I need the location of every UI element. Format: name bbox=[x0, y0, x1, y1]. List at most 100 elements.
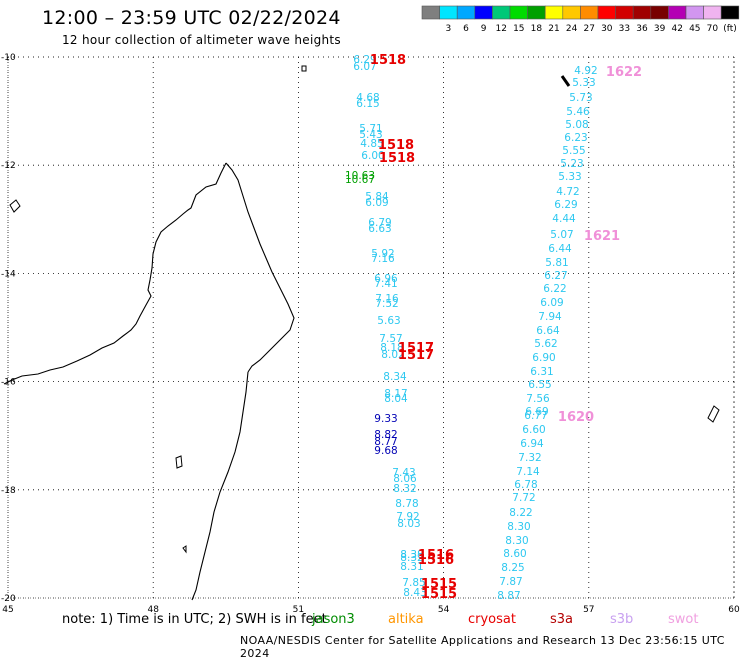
colorbar-tick-label: 45 bbox=[689, 24, 700, 34]
wave-height-value: 5.33 bbox=[558, 171, 581, 183]
pass-time-label: 1518 bbox=[378, 138, 414, 153]
wave-height-value: 6.63 bbox=[368, 223, 391, 235]
wave-height-value: 8.43 bbox=[403, 587, 426, 599]
island-outline bbox=[707, 405, 720, 423]
island-outline bbox=[9, 199, 21, 213]
page-title: 12:00 – 23:59 UTC 02/22/2024 bbox=[42, 7, 341, 29]
satellite-legend-jason3: jason3 bbox=[312, 612, 355, 627]
wave-height-value: 6.60 bbox=[522, 424, 545, 436]
wave-height-value: 6.44 bbox=[548, 243, 572, 255]
wave-height-value: 8.06 bbox=[393, 473, 417, 485]
lon-tick-label: 57 bbox=[583, 605, 594, 615]
lat-tick-label: -16 bbox=[1, 378, 16, 388]
wave-height-value: 7.56 bbox=[526, 393, 550, 405]
wave-height-value: 4.92 bbox=[574, 65, 597, 77]
wave-height-value: 8.32 bbox=[393, 483, 416, 495]
satellite-legend-s3b: s3b bbox=[610, 612, 634, 627]
wave-height-value: 6.55 bbox=[528, 379, 551, 391]
wave-height-value: 6.69 bbox=[525, 406, 548, 418]
wave-height-value: 6.09 bbox=[365, 197, 388, 209]
wave-height-value: 5.81 bbox=[545, 257, 568, 269]
wave-height-value: 6.00 bbox=[361, 150, 384, 162]
wave-height-value: 7.43 bbox=[392, 467, 415, 479]
wave-height-value: 8.30 bbox=[507, 521, 530, 533]
wave-height-value: 6.09 bbox=[540, 297, 563, 309]
wave-height-value: 8.32 bbox=[400, 552, 423, 564]
colorbar-tick-label: 70 bbox=[707, 24, 719, 34]
footer-note: note: 1) Time is in UTC; 2) SWH is in fe… bbox=[62, 612, 327, 627]
wave-height-value: 8.82 bbox=[374, 429, 397, 441]
wave-height-value: 5.33 bbox=[572, 77, 595, 89]
wave-height-value: 6.77 bbox=[524, 410, 547, 422]
lon-tick-label: 51 bbox=[293, 605, 304, 615]
page-subtitle: 12 hour collection of altimeter wave hei… bbox=[62, 33, 341, 47]
wave-height-value: 4.44 bbox=[552, 213, 576, 225]
lon-tick-label: 45 bbox=[2, 605, 13, 615]
lat-tick-label: -18 bbox=[1, 486, 16, 496]
wave-height-value: 6.90 bbox=[532, 352, 555, 364]
wave-height-value: 7.57 bbox=[379, 333, 402, 345]
wave-height-value: 6.27 bbox=[544, 270, 567, 282]
wave-height-value: 10.63 bbox=[345, 170, 375, 182]
wave-height-value: 8.78 bbox=[395, 498, 418, 510]
wave-height-value: 5.07 bbox=[550, 229, 573, 241]
colorbar-tick-label: 27 bbox=[583, 24, 594, 34]
colorbar-tick-label: 12 bbox=[495, 24, 506, 34]
wave-height-value: 7.92 bbox=[396, 511, 419, 523]
wave-height-value: 6.78 bbox=[514, 479, 537, 491]
colorbar-tick-label: 24 bbox=[566, 24, 578, 34]
satellite-legend-swot: swot bbox=[668, 612, 699, 627]
pass-time-label: 1517 bbox=[398, 341, 434, 356]
wave-height-value: 8.22 bbox=[509, 507, 532, 519]
lat-tick-label: -12 bbox=[1, 161, 16, 171]
colorbar-tick-label: 30 bbox=[601, 24, 613, 34]
wave-height-value: 5.62 bbox=[534, 338, 557, 350]
pass-time-label: 1516 bbox=[418, 553, 454, 568]
colorbar-tick-label: 15 bbox=[513, 24, 524, 34]
colorbar-unit: (ft) bbox=[723, 24, 737, 34]
pass-time-label: 1620 bbox=[558, 410, 594, 425]
pass-time-label: 1518 bbox=[379, 151, 415, 166]
colorbar-tick-label: 36 bbox=[636, 24, 648, 34]
wave-height-value: 6.23 bbox=[564, 132, 587, 144]
pass-time-label: 1622 bbox=[606, 65, 642, 80]
colorbar-tick-label: 21 bbox=[548, 24, 559, 34]
pass-time-label: 1621 bbox=[584, 229, 620, 244]
wave-height-value: 7.32 bbox=[518, 452, 541, 464]
wave-height-value: 6.94 bbox=[520, 438, 544, 450]
map-frame bbox=[7, 56, 735, 599]
wave-height-value: 7.85 bbox=[402, 577, 425, 589]
wave-height-value: 7.14 bbox=[516, 466, 540, 478]
colorbar-tick-label: 6 bbox=[463, 24, 469, 34]
island-outline bbox=[301, 65, 307, 72]
wave-height-value: 9.68 bbox=[374, 445, 397, 457]
wave-height-value: 8.38 bbox=[400, 549, 423, 561]
wave-height-value: 8.03 bbox=[397, 518, 420, 530]
wave-height-value: 6.22 bbox=[543, 283, 566, 295]
island-outline bbox=[175, 455, 183, 469]
wave-height-value: 4.85 bbox=[360, 138, 383, 150]
satellite-legend-altika: altika bbox=[388, 612, 424, 627]
wave-height-value: 5.63 bbox=[377, 315, 400, 327]
lat-tick-label: -10 bbox=[1, 53, 16, 63]
wave-height-value: 5.73 bbox=[569, 92, 592, 104]
wave-height-value: 5.23 bbox=[560, 158, 583, 170]
wave-height-value: 5.43 bbox=[359, 129, 382, 141]
wave-height-value: 4.68 bbox=[356, 92, 379, 104]
colorbar-tick-label: 18 bbox=[531, 24, 543, 34]
wave-height-value: 6.64 bbox=[536, 325, 560, 337]
pass-time-label: 1516 bbox=[418, 548, 454, 563]
wave-height-value: 7.41 bbox=[374, 278, 397, 290]
satellite-legend-cryosat: cryosat bbox=[468, 612, 516, 627]
colorbar-tick-label: 33 bbox=[619, 24, 630, 34]
pass-time-label: 1517 bbox=[398, 348, 434, 363]
wave-height-value: 6.96 bbox=[374, 273, 398, 285]
madagascar-coastline bbox=[3, 162, 295, 601]
wave-height-value: 8.18 bbox=[380, 342, 403, 354]
wave-height-value: 9.33 bbox=[374, 413, 397, 425]
credit-line: NOAA/NESDIS Center for Satellite Applica… bbox=[240, 634, 725, 660]
pass-time-label: 1518 bbox=[370, 53, 406, 68]
wave-height-value: 6.15 bbox=[356, 98, 379, 110]
wave-height-value: 6.29 bbox=[554, 199, 577, 211]
